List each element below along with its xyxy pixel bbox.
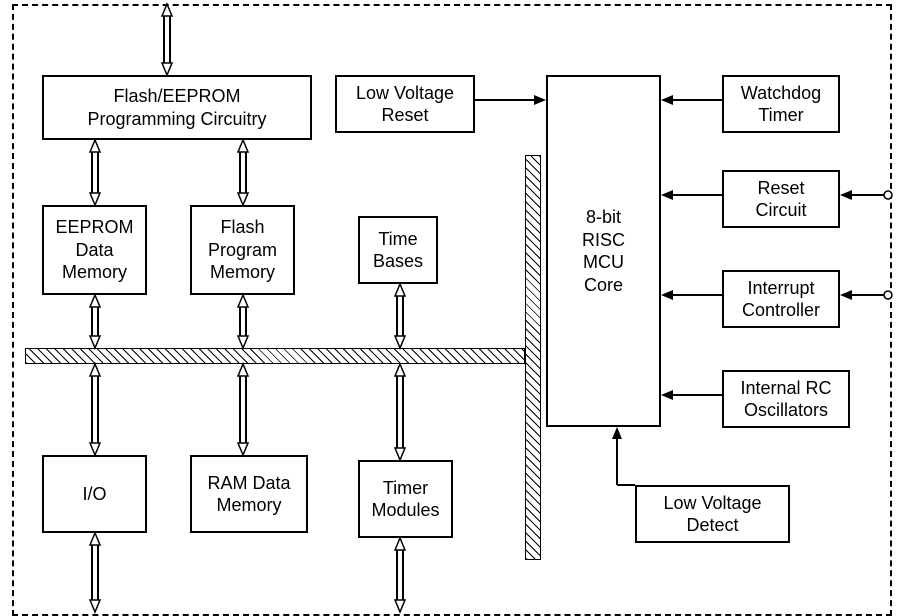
- eeprom-data-mem-label: Data: [55, 239, 133, 262]
- flash-prog-mem-label: Memory: [208, 261, 277, 284]
- flash-eeprom-prog-block: Flash/EEPROMProgramming Circuitry: [42, 75, 312, 140]
- low-voltage-detect-block: Low VoltageDetect: [635, 485, 790, 543]
- reset-circuit-block: ResetCircuit: [722, 170, 840, 228]
- low-voltage-reset-label: Reset: [356, 104, 454, 127]
- io-block: I/O: [42, 455, 147, 533]
- low-voltage-detect-label: Detect: [663, 514, 761, 537]
- risc-core-block: 8-bitRISCMCUCore: [546, 75, 661, 427]
- ram-data-mem-label: RAM Data: [207, 472, 290, 495]
- ram-data-mem-block: RAM DataMemory: [190, 455, 308, 533]
- low-voltage-reset-label: Low Voltage: [356, 82, 454, 105]
- timer-modules-block: TimerModules: [358, 460, 453, 538]
- watchdog-label: Watchdog: [741, 82, 821, 105]
- eeprom-data-mem-label: EEPROM: [55, 216, 133, 239]
- io-label: I/O: [82, 483, 106, 506]
- ram-data-mem-label: Memory: [207, 494, 290, 517]
- low-voltage-reset-block: Low VoltageReset: [335, 75, 475, 133]
- internal-rc-osc-label: Internal RC: [740, 377, 831, 400]
- low-voltage-detect-label: Low Voltage: [663, 492, 761, 515]
- interrupt-ctrl-block: InterruptController: [722, 270, 840, 328]
- time-bases-block: TimeBases: [358, 216, 438, 284]
- watchdog-label: Timer: [741, 104, 821, 127]
- reset-circuit-label: Circuit: [755, 199, 806, 222]
- internal-rc-osc-label: Oscillators: [740, 399, 831, 422]
- time-bases-label: Bases: [373, 250, 423, 273]
- flash-prog-mem-label: Program: [208, 239, 277, 262]
- time-bases-label: Time: [373, 228, 423, 251]
- eeprom-data-mem-block: EEPROMDataMemory: [42, 205, 147, 295]
- risc-core-label: 8-bit: [582, 206, 625, 229]
- diagram-canvas: Flash/EEPROMProgramming Circuitry Low Vol…: [0, 0, 900, 616]
- interrupt-ctrl-label: Controller: [742, 299, 820, 322]
- risc-core-label: MCU: [582, 251, 625, 274]
- flash-eeprom-prog-label: Flash/EEPROM: [87, 85, 266, 108]
- flash-prog-mem-block: FlashProgramMemory: [190, 205, 295, 295]
- horizontal-bus: [25, 348, 525, 364]
- internal-rc-osc-block: Internal RCOscillators: [722, 370, 850, 428]
- timer-modules-label: Timer: [371, 477, 439, 500]
- risc-core-label: RISC: [582, 229, 625, 252]
- risc-core-label: Core: [582, 274, 625, 297]
- vertical-bus: [525, 155, 541, 560]
- eeprom-data-mem-label: Memory: [55, 261, 133, 284]
- flash-eeprom-prog-label: Programming Circuitry: [87, 108, 266, 131]
- interrupt-ctrl-label: Interrupt: [742, 277, 820, 300]
- timer-modules-label: Modules: [371, 499, 439, 522]
- watchdog-block: WatchdogTimer: [722, 75, 840, 133]
- flash-prog-mem-label: Flash: [208, 216, 277, 239]
- reset-circuit-label: Reset: [755, 177, 806, 200]
